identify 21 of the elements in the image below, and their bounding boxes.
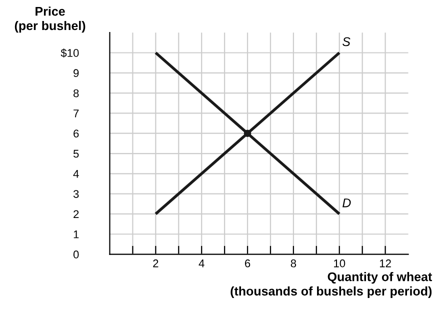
y-tick-label: 9 <box>74 69 79 78</box>
x-tick-label: 6 <box>245 259 250 268</box>
y-tick-label: 6 <box>74 130 79 138</box>
x-tick-label: 12 <box>380 259 391 268</box>
y-tick-label: $10 <box>60 48 79 58</box>
y-tick-label: 3 <box>73 190 79 198</box>
x-tick-label: 2 <box>153 259 158 268</box>
y-tick-label: 2 <box>74 210 79 218</box>
x-tick-label: 10 <box>334 259 346 268</box>
y-tick-label: 1 <box>74 230 79 238</box>
x-tick-label: 4 <box>198 260 204 268</box>
y-tick-label: 4 <box>73 170 79 178</box>
y-tick-label: 5 <box>73 150 79 158</box>
series-label: D <box>342 198 351 208</box>
y-tick-label: 7 <box>74 110 79 118</box>
x-tick-label: 8 <box>290 259 296 268</box>
y-axis-title: Price (per bushel) <box>14 6 86 33</box>
x-axis-title: Quantity of wheat (thousands of bushels per period) <box>230 272 432 298</box>
y-tick-label: 8 <box>74 89 79 98</box>
y-tick-label: 0 <box>73 250 79 258</box>
series-label: S <box>342 37 350 46</box>
